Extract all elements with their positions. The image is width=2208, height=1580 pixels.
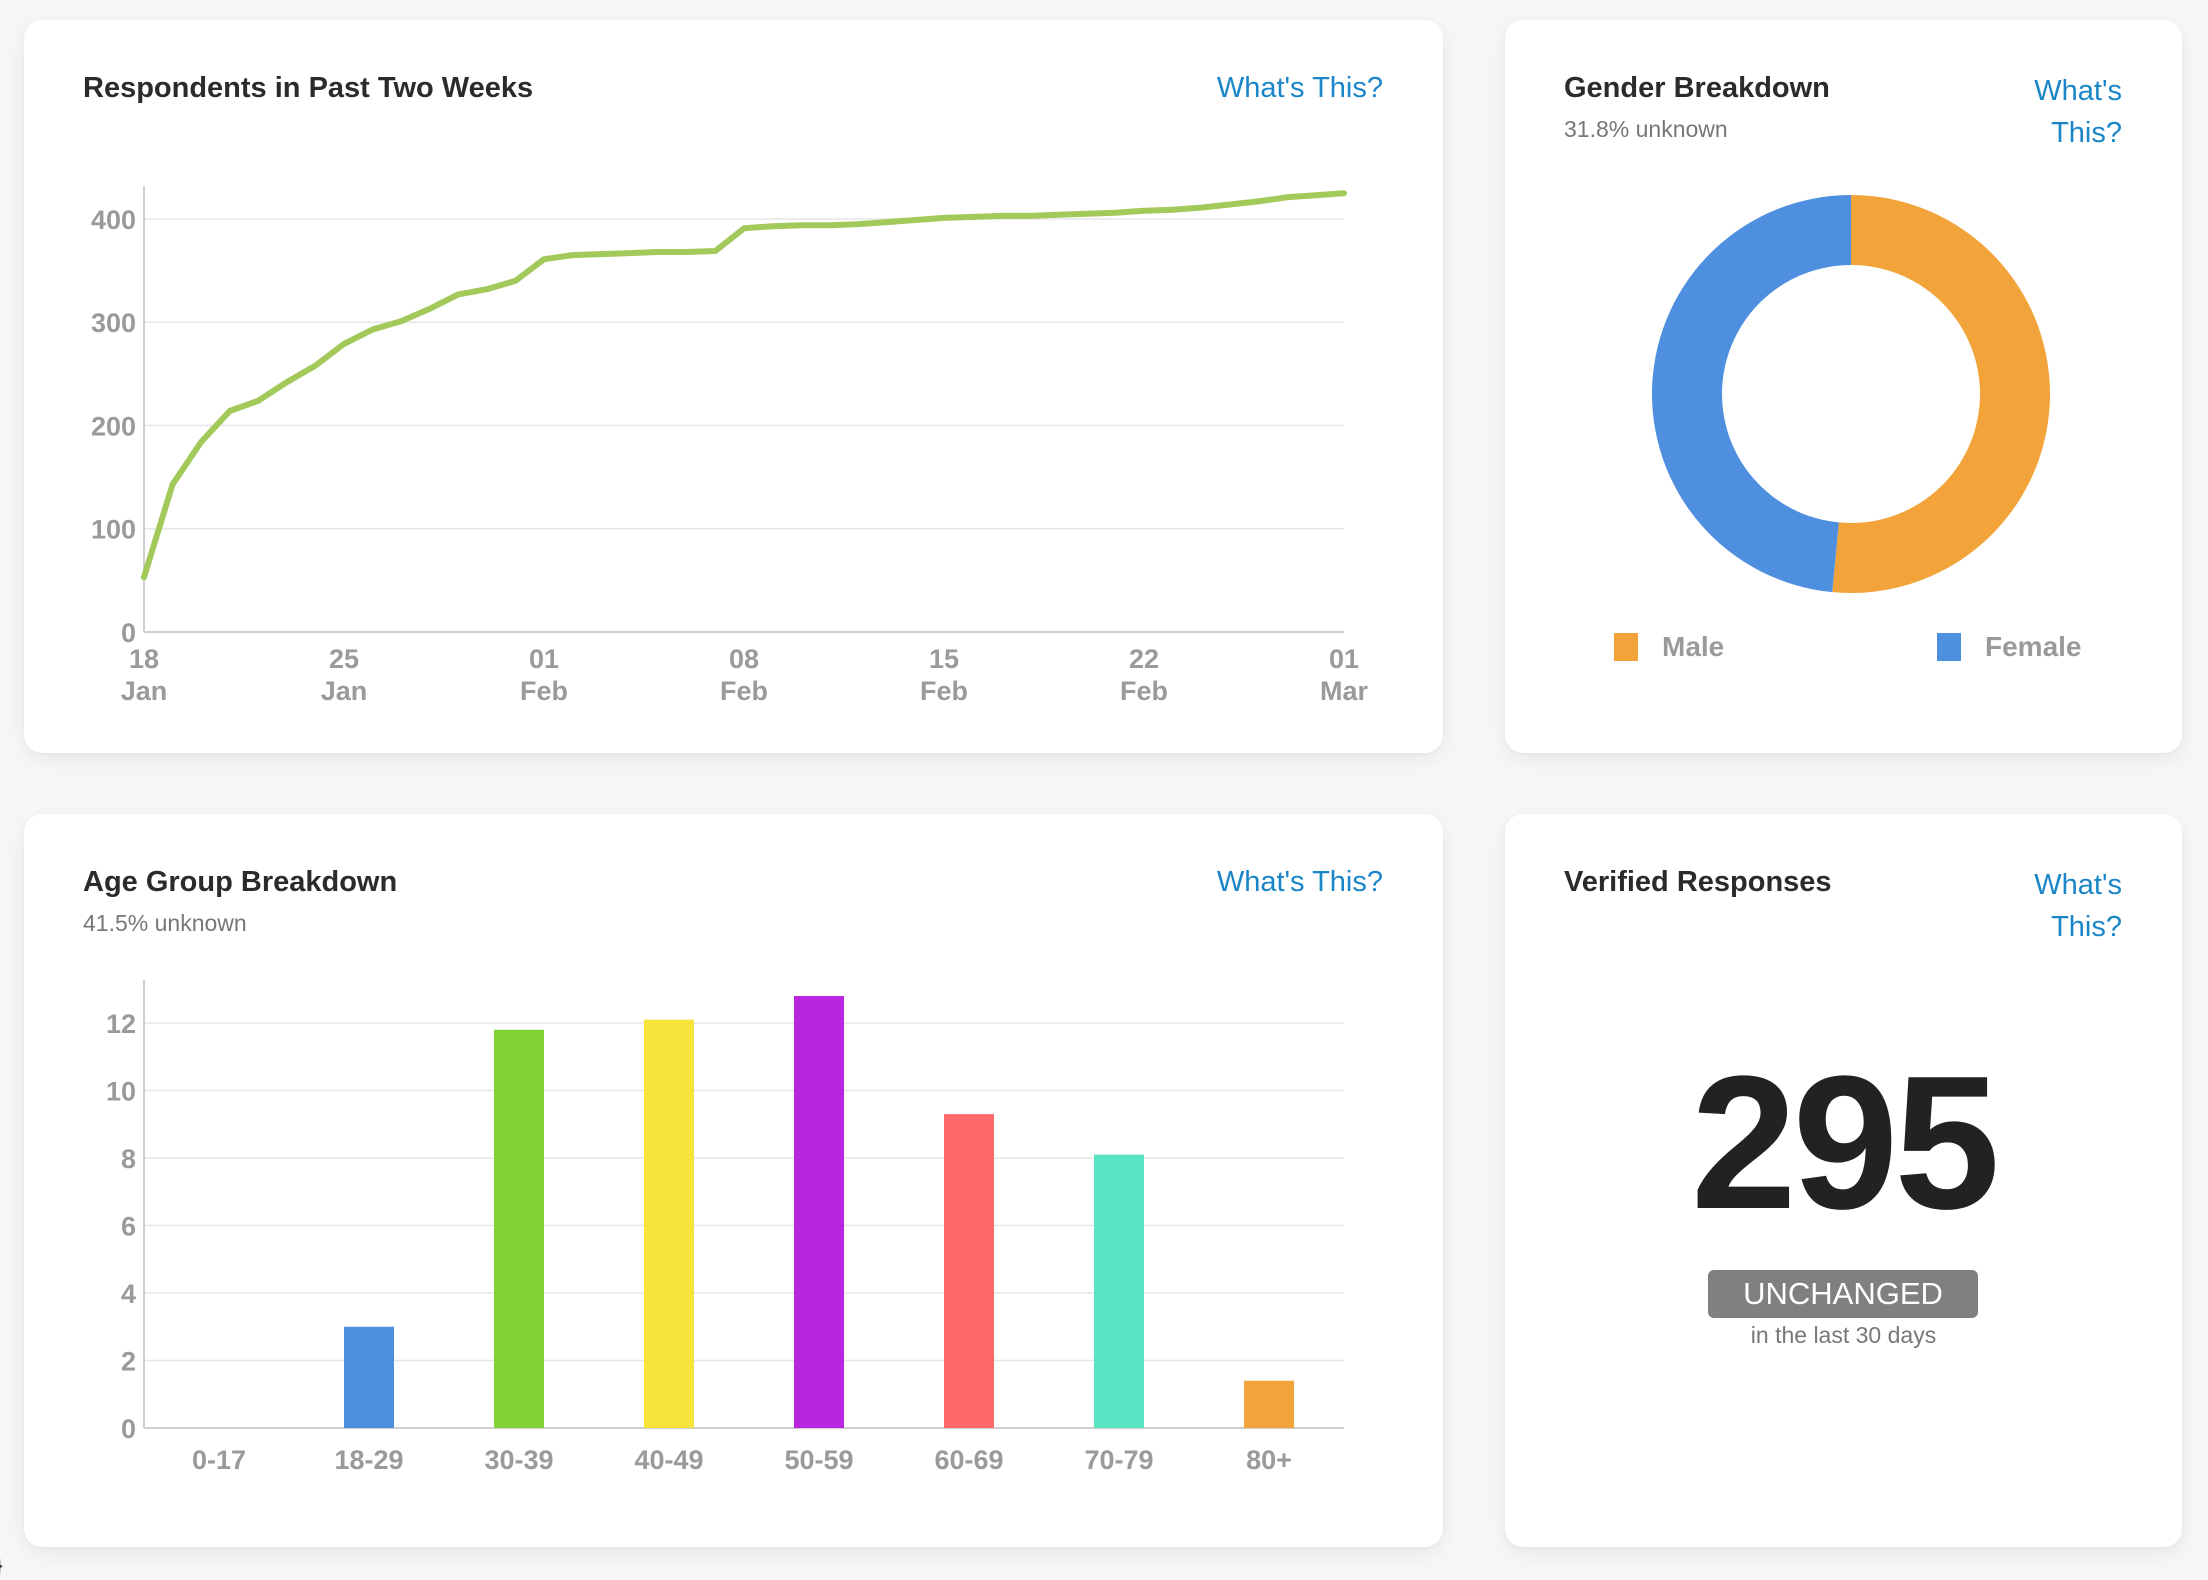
card-title: Verified Responses bbox=[1564, 866, 1832, 898]
bar-18-29 bbox=[344, 1326, 394, 1428]
x-tick-month: Mar bbox=[1320, 676, 1369, 706]
x-tick-day: 18 bbox=[129, 644, 159, 674]
x-tick-label: 80+ bbox=[1246, 1445, 1292, 1475]
legend-label: Male bbox=[1662, 631, 1725, 662]
x-tick-label: 15 Feb bbox=[920, 644, 968, 706]
x-tick-label: 22 Feb bbox=[1120, 644, 1168, 706]
series-line bbox=[141, 190, 1347, 581]
bar-60-69 bbox=[944, 1114, 994, 1428]
y-tick-label: 10 bbox=[106, 1077, 136, 1107]
y-tick-label: 2 bbox=[121, 1347, 136, 1377]
x-tick-label: 08 Feb bbox=[720, 644, 768, 706]
bar-70-79 bbox=[1094, 1154, 1144, 1428]
gender-card: Gender Breakdown 31.8% unknown What's Th… bbox=[1505, 20, 2182, 753]
x-tick-day: 15 bbox=[929, 644, 959, 674]
x-tick-label: 30-39 bbox=[484, 1445, 553, 1475]
x-tick-month: Jan bbox=[121, 676, 168, 706]
x-tick-month: Feb bbox=[720, 676, 768, 706]
respondents-card: Respondents in Past Two Weeks What's Thi… bbox=[24, 20, 1443, 753]
bar-80+ bbox=[1244, 1380, 1294, 1428]
y-tick-label: 100 bbox=[91, 515, 136, 545]
y-tick-label: 8 bbox=[121, 1144, 136, 1174]
x-tick-day: 01 bbox=[1329, 644, 1359, 674]
status-badge: UNCHANGED bbox=[1708, 1270, 1978, 1318]
bar-30-39 bbox=[494, 1029, 544, 1428]
x-tick-label: 50-59 bbox=[784, 1445, 853, 1475]
card-subtitle: 41.5% unknown bbox=[83, 910, 247, 936]
x-tick-label: 01 Feb bbox=[520, 644, 568, 706]
legend-item-female[interactable]: Female bbox=[1937, 631, 2082, 663]
x-tick-label: 0-17 bbox=[192, 1445, 246, 1475]
whats-this-link[interactable]: What's This? bbox=[2034, 869, 2122, 943]
x-tick-label: 60-69 bbox=[934, 1445, 1003, 1475]
x-tick-day: 25 bbox=[329, 644, 359, 674]
legend-label: Female bbox=[1985, 631, 2082, 662]
verified-count: 295 bbox=[1690, 1037, 2000, 1249]
y-tick-label: 200 bbox=[91, 411, 136, 441]
legend-swatch bbox=[1937, 633, 1961, 661]
legend-item-male[interactable]: Male bbox=[1614, 631, 1724, 663]
whats-this-link[interactable]: What's This? bbox=[2034, 75, 2122, 149]
gender-donut-chart bbox=[1652, 195, 2051, 593]
age-card: Age Group Breakdown 41.5% unknown What's… bbox=[24, 814, 1443, 1547]
x-tick-day: 08 bbox=[729, 644, 759, 674]
y-tick-label: 300 bbox=[91, 308, 136, 338]
x-tick-month: Jan bbox=[321, 676, 368, 706]
badge-note: in the last 30 days bbox=[1750, 1322, 1937, 1348]
x-tick-label: 18-29 bbox=[334, 1445, 403, 1475]
y-tick-label: 0 bbox=[121, 618, 136, 648]
x-tick-label: 18 Jan bbox=[121, 644, 168, 706]
y-tick-label: 400 bbox=[91, 205, 136, 235]
whats-this-link[interactable]: What's This? bbox=[1216, 866, 1383, 898]
card-title: Respondents in Past Two Weeks bbox=[83, 72, 534, 104]
x-tick-label: 70-79 bbox=[1084, 1445, 1153, 1475]
card-title: Gender Breakdown bbox=[1564, 72, 1830, 104]
verified-card: Verified Responses What's This? 295 UNCH… bbox=[1505, 814, 2182, 1547]
x-tick-day: 22 bbox=[1129, 644, 1159, 674]
x-tick-label: 01 Mar bbox=[1320, 644, 1369, 706]
x-tick-month: Feb bbox=[920, 676, 968, 706]
x-tick-month: Feb bbox=[520, 676, 568, 706]
card-title: Age Group Breakdown bbox=[83, 866, 398, 898]
x-tick-label: 40-49 bbox=[634, 1445, 703, 1475]
bar-50-59 bbox=[794, 996, 844, 1428]
legend-swatch bbox=[1614, 633, 1638, 661]
donut-slice-male bbox=[1832, 195, 2051, 593]
x-tick-label: 25 Jan bbox=[321, 644, 368, 706]
corner-glyph: } bbox=[0, 1555, 3, 1578]
y-tick-label: 4 bbox=[121, 1279, 136, 1309]
bar-40-49 bbox=[644, 1019, 694, 1428]
age-bar-chart: 0 2 4 6 8 10 12 0-17 18-29 30-39 40-49 50-59 60-69 70… bbox=[106, 980, 1344, 1475]
y-tick-label: 12 bbox=[106, 1009, 136, 1039]
y-tick-label: 6 bbox=[121, 1212, 136, 1242]
card-subtitle: 31.8% unknown bbox=[1564, 116, 1728, 142]
donut-slice-female bbox=[1652, 195, 1851, 593]
x-tick-month: Feb bbox=[1120, 676, 1168, 706]
x-tick-day: 01 bbox=[529, 644, 559, 674]
y-tick-label: 0 bbox=[121, 1414, 136, 1444]
whats-this-link[interactable]: What's This? bbox=[1216, 72, 1383, 104]
